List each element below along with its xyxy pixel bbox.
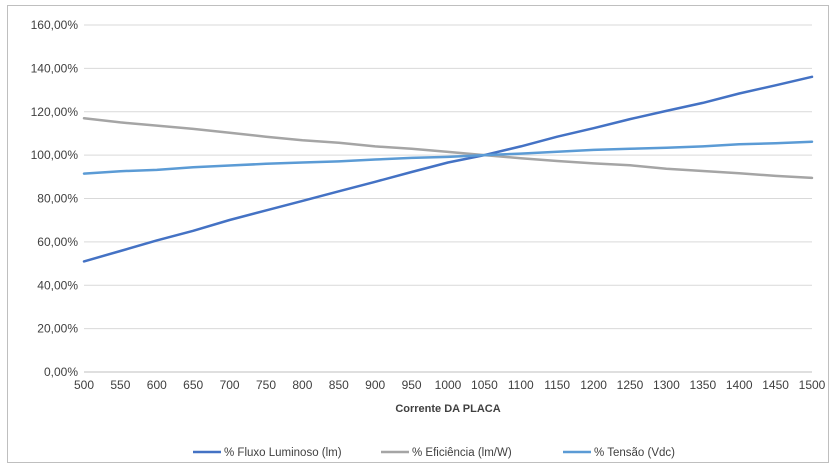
series-line-3	[82, 140, 814, 175]
series-line-1	[82, 75, 814, 263]
x-tick-label: 550	[110, 378, 130, 392]
x-tick-label: 1000	[435, 378, 462, 392]
legend: % Fluxo Luminoso (lm) % Eficiência (lm/W)…	[193, 447, 675, 459]
x-tick-label: 800	[292, 378, 312, 392]
x-tick-label: 700	[220, 378, 240, 392]
x-axis-ticks: 500 550 600 650 700 750 800 850 900 950 1000 1050 11…	[74, 378, 826, 392]
x-tick-label: 1250	[617, 378, 644, 392]
x-tick-label: 1150	[544, 378, 570, 392]
y-tick-label: 120,00%	[31, 105, 79, 119]
x-tick-label: 650	[183, 378, 203, 392]
legend-label: % Eficiência (lm/W)	[412, 447, 512, 459]
x-tick-label: 1450	[762, 378, 789, 392]
y-tick-label: 160,00%	[31, 18, 79, 32]
y-tick-label: 20,00%	[37, 322, 78, 336]
legend-label: % Fluxo Luminoso (lm)	[224, 447, 342, 459]
x-tick-label: 1500	[799, 378, 826, 392]
x-tick-label: 1050	[471, 378, 498, 392]
x-tick-label: 500	[74, 378, 94, 392]
x-tick-label: 1300	[653, 378, 680, 392]
y-tick-label: 0,00%	[44, 365, 78, 379]
x-tick-label: 900	[365, 378, 385, 392]
series-line-2	[82, 117, 814, 180]
y-tick-label: 60,00%	[37, 235, 78, 249]
series-lines	[82, 75, 814, 263]
y-tick-label: 100,00%	[31, 148, 79, 162]
x-tick-label: 1100	[508, 378, 534, 392]
x-tick-label: 600	[147, 378, 167, 392]
x-tick-label: 1350	[689, 378, 716, 392]
x-tick-label: 1200	[580, 378, 607, 392]
y-tick-label: 40,00%	[37, 278, 78, 292]
x-tick-label: 1400	[726, 378, 753, 392]
x-tick-label: 950	[402, 378, 422, 392]
gridlines	[84, 24, 812, 373]
x-axis-title: Corrente DA PLACA	[395, 403, 500, 415]
y-tick-label: 140,00%	[31, 61, 79, 75]
y-axis-ticks: 0,00% 20,00% 40,00% 60,00% 80,00% 100,00% 120,…	[31, 18, 79, 379]
x-tick-label: 750	[256, 378, 276, 392]
x-tick-label: 850	[329, 378, 349, 392]
chart-area	[7, 5, 829, 463]
y-tick-label: 80,00%	[37, 192, 78, 206]
legend-label: % Tensão (Vdc)	[594, 447, 675, 459]
